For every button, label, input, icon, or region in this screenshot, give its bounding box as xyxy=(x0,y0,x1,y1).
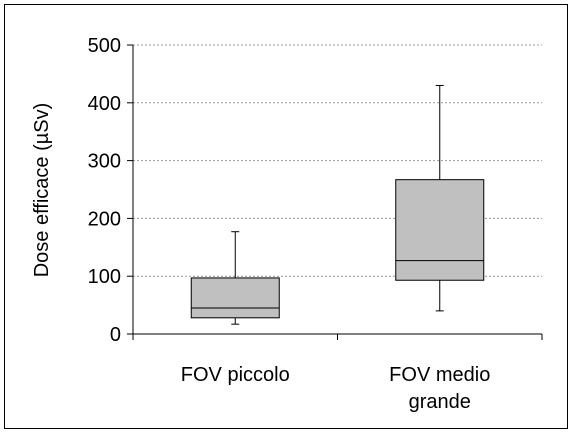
y-tick-label: 0 xyxy=(110,324,121,346)
box-1 xyxy=(190,231,280,325)
y-axis-label: Dose efficace (µSv) xyxy=(31,103,53,278)
boxes xyxy=(190,84,485,325)
box-2 xyxy=(395,84,485,312)
box-iqr xyxy=(395,179,485,281)
y-tick-label: 100 xyxy=(88,266,121,288)
y-tick-label: 300 xyxy=(88,151,121,173)
category-label: FOV medio xyxy=(389,364,490,386)
category-label: FOV piccolo xyxy=(181,364,290,386)
category-labels: FOV piccolo FOV medio grande xyxy=(181,364,491,413)
y-tick-label: 200 xyxy=(88,208,121,230)
axes xyxy=(127,44,543,340)
y-tick-labels: 0 100 200 300 400 500 xyxy=(88,35,121,346)
y-tick-label: 400 xyxy=(88,93,121,115)
category-label: grande xyxy=(409,391,471,413)
box-iqr xyxy=(190,277,280,319)
y-tick-label: 500 xyxy=(88,35,121,57)
